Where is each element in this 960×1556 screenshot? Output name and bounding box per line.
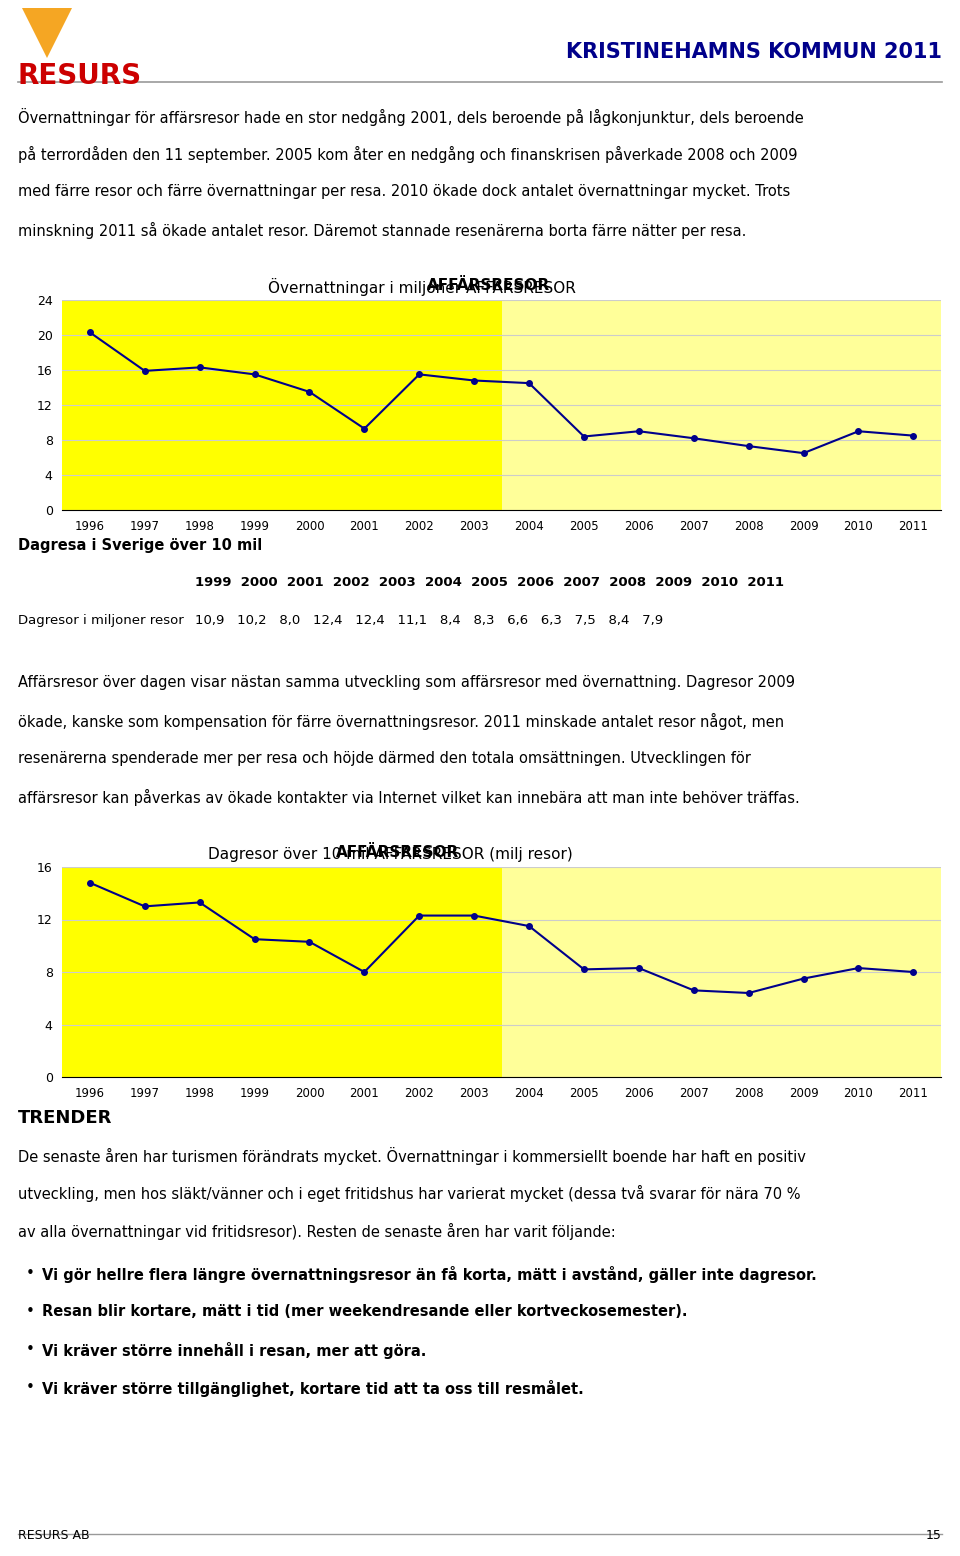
- Text: affärsresor kan påverkas av ökade kontakter via Internet vilket kan innebära att: affärsresor kan påverkas av ökade kontak…: [18, 789, 800, 806]
- Text: RESURS: RESURS: [18, 62, 142, 90]
- Text: AFFÄRSRESOR: AFFÄRSRESOR: [336, 845, 459, 860]
- Text: Vi kräver större tillgänglighet, kortare tid att ta oss till resmålet.: Vi kräver större tillgänglighet, kortare…: [42, 1380, 584, 1397]
- Text: 10,9   10,2   8,0   12,4   12,4   11,1   8,4   8,3   6,6   6,3   7,5   8,4   7,9: 10,9 10,2 8,0 12,4 12,4 11,1 8,4 8,3 6,6…: [195, 615, 663, 627]
- Polygon shape: [22, 8, 72, 58]
- Text: minskning 2011 så ökade antalet resor. Däremot stannade resenärerna borta färre : minskning 2011 så ökade antalet resor. D…: [18, 223, 746, 240]
- Text: Dagresa i Sverige över 10 mil: Dagresa i Sverige över 10 mil: [18, 538, 262, 552]
- Text: TRENDER: TRENDER: [18, 1109, 112, 1127]
- Text: Övernattningar för affärsresor hade en stor nedgång 2001, dels beroende på lågko: Övernattningar för affärsresor hade en s…: [18, 107, 804, 126]
- Text: 1999  2000  2001  2002  2003  2004  2005  2006  2007  2008  2009  2010  2011: 1999 2000 2001 2002 2003 2004 2005 2006 …: [195, 576, 784, 590]
- Text: •: •: [26, 1304, 35, 1319]
- Text: resenärerna spenderade mer per resa och höjde därmed den totala omsättningen. Ut: resenärerna spenderade mer per resa och …: [18, 752, 751, 766]
- Text: Vi kräver större innehåll i resan, mer att göra.: Vi kräver större innehåll i resan, mer a…: [42, 1341, 426, 1358]
- Text: KRISTINEHAMNS KOMMUN 2011: KRISTINEHAMNS KOMMUN 2011: [566, 42, 942, 62]
- Text: Övernattningar i miljoner AFFÄRSRESOR: Övernattningar i miljoner AFFÄRSRESOR: [268, 279, 576, 296]
- Text: Dagresor över 10 mil AFFÄRSRESOR (milj resor): Dagresor över 10 mil AFFÄRSRESOR (milj r…: [208, 845, 573, 862]
- Text: AFFÄRSRESOR: AFFÄRSRESOR: [426, 279, 550, 293]
- Bar: [62, 300, 501, 510]
- Text: av alla övernattningar vid fritidsresor). Resten de senaste åren har varit följa: av alla övernattningar vid fritidsresor)…: [18, 1223, 615, 1240]
- Text: Dagresor i miljoner resor: Dagresor i miljoner resor: [18, 615, 183, 627]
- Bar: [501, 300, 941, 510]
- Text: •: •: [26, 1380, 35, 1396]
- Text: ökade, kanske som kompensation för färre övernattningsresor. 2011 minskade antal: ökade, kanske som kompensation för färre…: [18, 713, 784, 730]
- Text: utveckling, men hos släkt/vänner och i eget fritidshus har varierat mycket (dess: utveckling, men hos släkt/vänner och i e…: [18, 1186, 801, 1203]
- Text: 15: 15: [926, 1530, 942, 1542]
- Text: på terrordåden den 11 september. 2005 kom åter en nedgång och finanskrisen påver: på terrordåden den 11 september. 2005 ko…: [18, 146, 798, 163]
- Text: De senaste åren har turismen förändrats mycket. Övernattningar i kommersiellt bo: De senaste åren har turismen förändrats …: [18, 1147, 805, 1165]
- Text: RESURS AB: RESURS AB: [18, 1530, 89, 1542]
- Text: •: •: [26, 1267, 35, 1281]
- Text: Affärsresor över dagen visar nästan samma utveckling som affärsresor med övernat: Affärsresor över dagen visar nästan samm…: [18, 675, 795, 689]
- Bar: [62, 867, 501, 1077]
- Text: Vi gör hellre flera längre övernattningsresor än få korta, mätt i avstånd, gälle: Vi gör hellre flera längre övernattnings…: [42, 1267, 817, 1284]
- Text: •: •: [26, 1341, 35, 1357]
- Bar: [501, 867, 941, 1077]
- Text: med färre resor och färre övernattningar per resa. 2010 ökade dock antalet övern: med färre resor och färre övernattningar…: [18, 184, 790, 199]
- Text: Resan blir kortare, mätt i tid (mer weekendresande eller kortveckosemester).: Resan blir kortare, mätt i tid (mer week…: [42, 1304, 687, 1319]
